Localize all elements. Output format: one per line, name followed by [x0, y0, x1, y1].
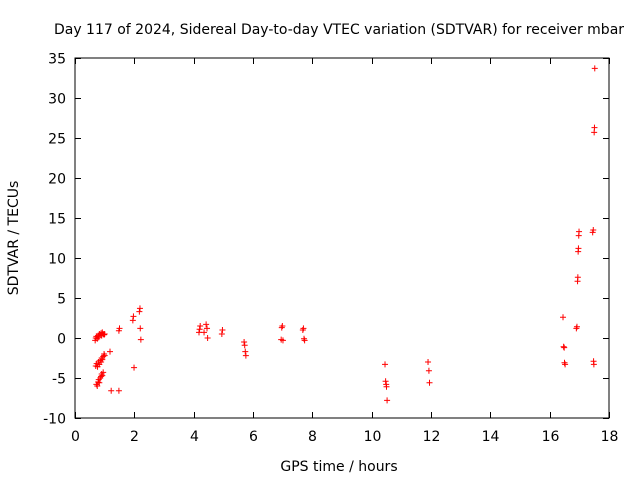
data-point: [137, 325, 144, 332]
x-tick-label: 10: [364, 429, 382, 445]
y-axis-label: SDTVAR / TECUs: [6, 181, 22, 296]
plot-frame: [74, 57, 610, 419]
x-tick-label: 6: [249, 429, 258, 445]
data-point: [108, 387, 115, 394]
data-point: [562, 361, 569, 368]
x-tick-label: 18: [601, 429, 619, 445]
data-point: [218, 331, 225, 337]
x-tick-label: 8: [308, 429, 317, 445]
data-point: [560, 343, 567, 350]
data-point: [99, 372, 106, 379]
data-point: [426, 379, 433, 386]
x-axis-label: GPS time / hours: [280, 459, 397, 475]
data-point: [131, 364, 138, 371]
data-point: [201, 329, 208, 336]
data-point: [101, 331, 108, 337]
data-point: [129, 317, 136, 324]
y-tick-label: 25: [48, 132, 66, 148]
data-point: [590, 361, 597, 368]
data-point: [382, 361, 389, 368]
data-point: [382, 378, 389, 385]
data-point: [573, 323, 580, 330]
data-point: [116, 325, 123, 332]
plot-border: [74, 57, 610, 419]
data-point: [242, 352, 249, 359]
chart-title: Day 117 of 2024, Sidereal Day-to-day VTE…: [54, 22, 624, 38]
data-point: [99, 356, 106, 363]
data-point: [204, 335, 211, 341]
data-point: [241, 339, 248, 345]
data-point: [384, 397, 391, 404]
data-point: [383, 383, 390, 390]
x-tick-label: 12: [423, 429, 441, 445]
x-tick-label: 0: [71, 429, 80, 445]
data-point: [100, 369, 107, 376]
y-tick-label: 30: [48, 92, 66, 108]
x-axis: 0 2 4 6 8 10 12 14 16 18: [71, 58, 618, 445]
data-point: [279, 323, 286, 329]
y-tick-label: 20: [48, 172, 66, 188]
x-tick-label: 2: [130, 429, 139, 445]
data-point: [130, 313, 137, 320]
x-tick-label: 4: [190, 429, 199, 445]
data-point: [115, 387, 122, 394]
data-point: [196, 326, 203, 333]
y-axis: -10 -5 0 5 10 15 20 25 30 35: [43, 52, 609, 428]
data-point: [137, 336, 144, 343]
y-tick-label: 35: [48, 52, 66, 68]
data-point: [196, 329, 203, 336]
x-tick-label: 14: [482, 429, 500, 445]
data-point: [591, 65, 598, 72]
data-point: [576, 228, 583, 235]
data-point: [96, 379, 103, 386]
y-tick-label: 10: [48, 252, 66, 268]
x-tick-label: 16: [542, 429, 560, 445]
data-point: [575, 245, 582, 252]
data-point: [425, 359, 432, 365]
y-tick-label: 5: [57, 292, 66, 308]
y-tick-label: 15: [48, 212, 66, 228]
data-point: [242, 348, 249, 355]
data-point: [101, 352, 108, 359]
data-point: [136, 308, 143, 315]
data-point: [204, 325, 211, 332]
data-point: [425, 367, 432, 374]
data-point: [219, 327, 226, 333]
data-point: [591, 124, 598, 131]
data-point: [590, 227, 597, 233]
data-point: [301, 337, 308, 344]
data-point: [203, 321, 210, 328]
data-points: [92, 65, 598, 404]
y-tick-label: -10: [43, 412, 66, 428]
data-point: [136, 305, 143, 312]
y-tick-label: -5: [52, 372, 66, 388]
data-point: [197, 323, 204, 329]
data-point: [241, 342, 248, 349]
data-point: [279, 337, 286, 344]
data-point: [107, 348, 114, 355]
data-point: [300, 325, 307, 332]
data-point: [94, 383, 101, 389]
data-point: [561, 344, 568, 351]
data-point: [101, 331, 108, 338]
data-point: [574, 274, 581, 281]
data-point: [560, 314, 567, 321]
y-tick-label: 0: [57, 332, 66, 348]
